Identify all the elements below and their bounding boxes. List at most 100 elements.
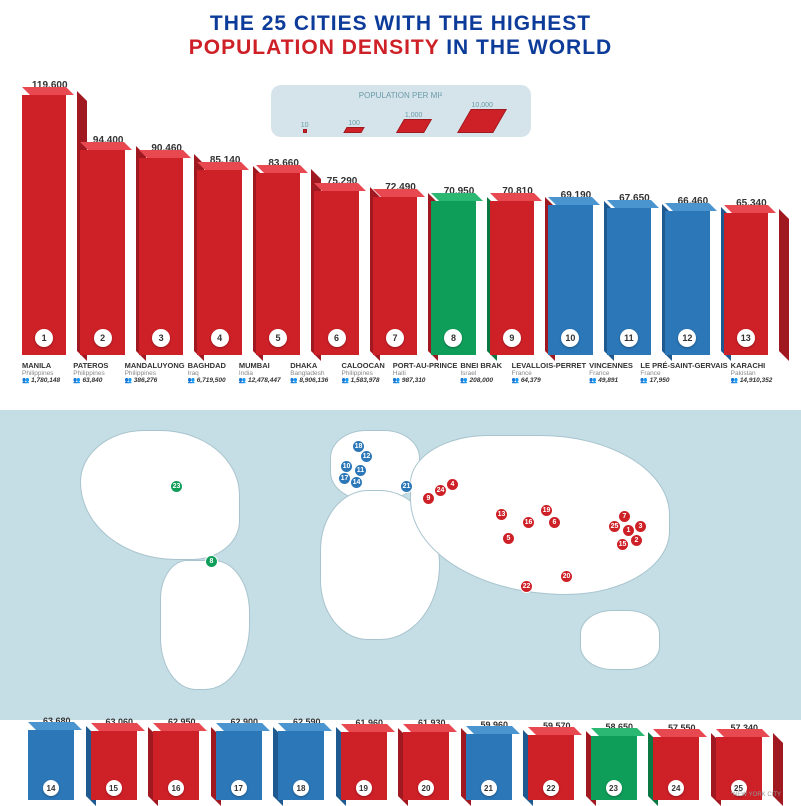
city-name: DHAKA	[290, 361, 338, 370]
bar: 16	[153, 731, 211, 800]
city-name: BNEI BRAK	[460, 361, 508, 370]
title-line1: THE 25 CITIES WITH THE HIGHEST	[0, 12, 801, 36]
population: 1,583,978	[341, 377, 389, 384]
map-pin: 12	[360, 450, 373, 463]
population: 8,906,136	[290, 377, 338, 384]
rank-badge: 9	[503, 329, 521, 347]
country-name: Philippines	[22, 370, 70, 377]
map-pin: 25	[608, 520, 621, 533]
city-name: CALOOCAN	[341, 361, 389, 370]
country-name: Pakistan	[731, 370, 779, 377]
bar: 15	[91, 731, 149, 800]
bar: 4	[197, 170, 252, 355]
city-name: PORT-AU-PRINCE	[393, 361, 458, 370]
bar: 19	[341, 732, 399, 800]
population: 63,840	[73, 377, 121, 384]
bar: 25	[716, 737, 774, 800]
bottom-chart: 63,680 14 63,060 15 62,950 16 62,900 17 …	[20, 705, 781, 800]
population: 49,891	[589, 377, 637, 384]
rank-badge: 23	[606, 780, 622, 796]
rank-badge: 6	[328, 329, 346, 347]
rank-badge: 24	[668, 780, 684, 796]
population: 987,310	[393, 377, 458, 384]
world-map: 2381812101117142192441351619620227251321…	[20, 420, 781, 700]
bar: 3	[139, 158, 194, 355]
rank-badge: 11	[620, 329, 638, 347]
rank-badge: 20	[418, 780, 434, 796]
city-name: MANILA	[22, 361, 70, 370]
city-name: BAGHDAD	[188, 361, 236, 370]
rank-badge: 15	[106, 780, 122, 796]
country-name: France	[640, 370, 727, 377]
rank-badge: 21	[481, 780, 497, 796]
bar: 12	[665, 211, 720, 355]
continent-as	[410, 435, 670, 595]
title-rest: IN THE WORLD	[439, 36, 612, 59]
country-name: France	[589, 370, 637, 377]
continent-sa	[160, 560, 250, 690]
footnote: *NEW YORK CITY	[731, 792, 781, 798]
rank-badge: 12	[678, 329, 696, 347]
bar: 18	[278, 731, 336, 800]
city-name: VINCENNES	[589, 361, 637, 370]
city-name: LEVALLOIS-PERRET	[512, 361, 586, 370]
population: 14,910,352	[731, 377, 779, 384]
map-pin: 9	[422, 492, 435, 505]
bar: 2	[80, 150, 135, 355]
bar: 6	[314, 191, 369, 355]
country-name: Iraq	[188, 370, 236, 377]
city-name: MUMBAI	[239, 361, 287, 370]
country-name: Bangladesh	[290, 370, 338, 377]
population: 6,719,500	[188, 377, 236, 384]
map-pin: 10	[340, 460, 353, 473]
title-line2: POPULATION DENSITY IN THE WORLD	[0, 36, 801, 60]
population: 64,379	[512, 377, 586, 384]
country-name: Israel	[460, 370, 508, 377]
continent-na	[80, 430, 240, 560]
rank-badge: 3	[152, 329, 170, 347]
rank-badge: 8	[444, 329, 462, 347]
map-pin: 16	[522, 516, 535, 529]
rank-badge: 1	[35, 329, 53, 347]
map-pin: 15	[616, 538, 629, 551]
map-pin: 2	[630, 534, 643, 547]
title: THE 25 CITIES WITH THE HIGHEST POPULATIO…	[0, 0, 801, 60]
map-pin: 7	[618, 510, 631, 523]
map-pin: 20	[560, 570, 573, 583]
rank-badge: 2	[94, 329, 112, 347]
population: 17,950	[640, 377, 727, 384]
bar: 13	[724, 213, 779, 355]
population: 208,000	[460, 377, 508, 384]
rank-badge: 10	[561, 329, 579, 347]
map-pin: 23	[170, 480, 183, 493]
rank-badge: 16	[168, 780, 184, 796]
map-pin: 8	[205, 555, 218, 568]
country-name: Philippines	[341, 370, 389, 377]
rank-badge: 17	[231, 780, 247, 796]
map-pin: 5	[502, 532, 515, 545]
rank-badge: 22	[543, 780, 559, 796]
bar: 7	[373, 197, 428, 355]
bar: 23	[591, 736, 649, 800]
map-pin: 6	[548, 516, 561, 529]
bar: 5	[256, 173, 311, 355]
rank-badge: 13	[737, 329, 755, 347]
city-name: LE PRÉ-SAINT-GERVAIS	[640, 361, 727, 370]
bar: 8	[431, 201, 486, 355]
bar: 9	[490, 201, 545, 355]
rank-badge: 14	[43, 780, 59, 796]
map-pin: 3	[634, 520, 647, 533]
map-pin: 14	[350, 476, 363, 489]
bar: 17	[216, 731, 274, 800]
bar: 10	[548, 205, 603, 355]
map-pin: 24	[434, 484, 447, 497]
title-accent: POPULATION DENSITY	[189, 36, 440, 59]
country-name: Philippines	[125, 370, 185, 377]
bar: 11	[607, 208, 662, 355]
map-pin: 21	[400, 480, 413, 493]
map-pin: 19	[540, 504, 553, 517]
country-name: India	[239, 370, 287, 377]
top-chart: 119,600 1 94,400 2 90,460 3 85,140 4 83,…	[20, 75, 781, 415]
rank-badge: 18	[293, 780, 309, 796]
bar: 21	[466, 734, 524, 800]
